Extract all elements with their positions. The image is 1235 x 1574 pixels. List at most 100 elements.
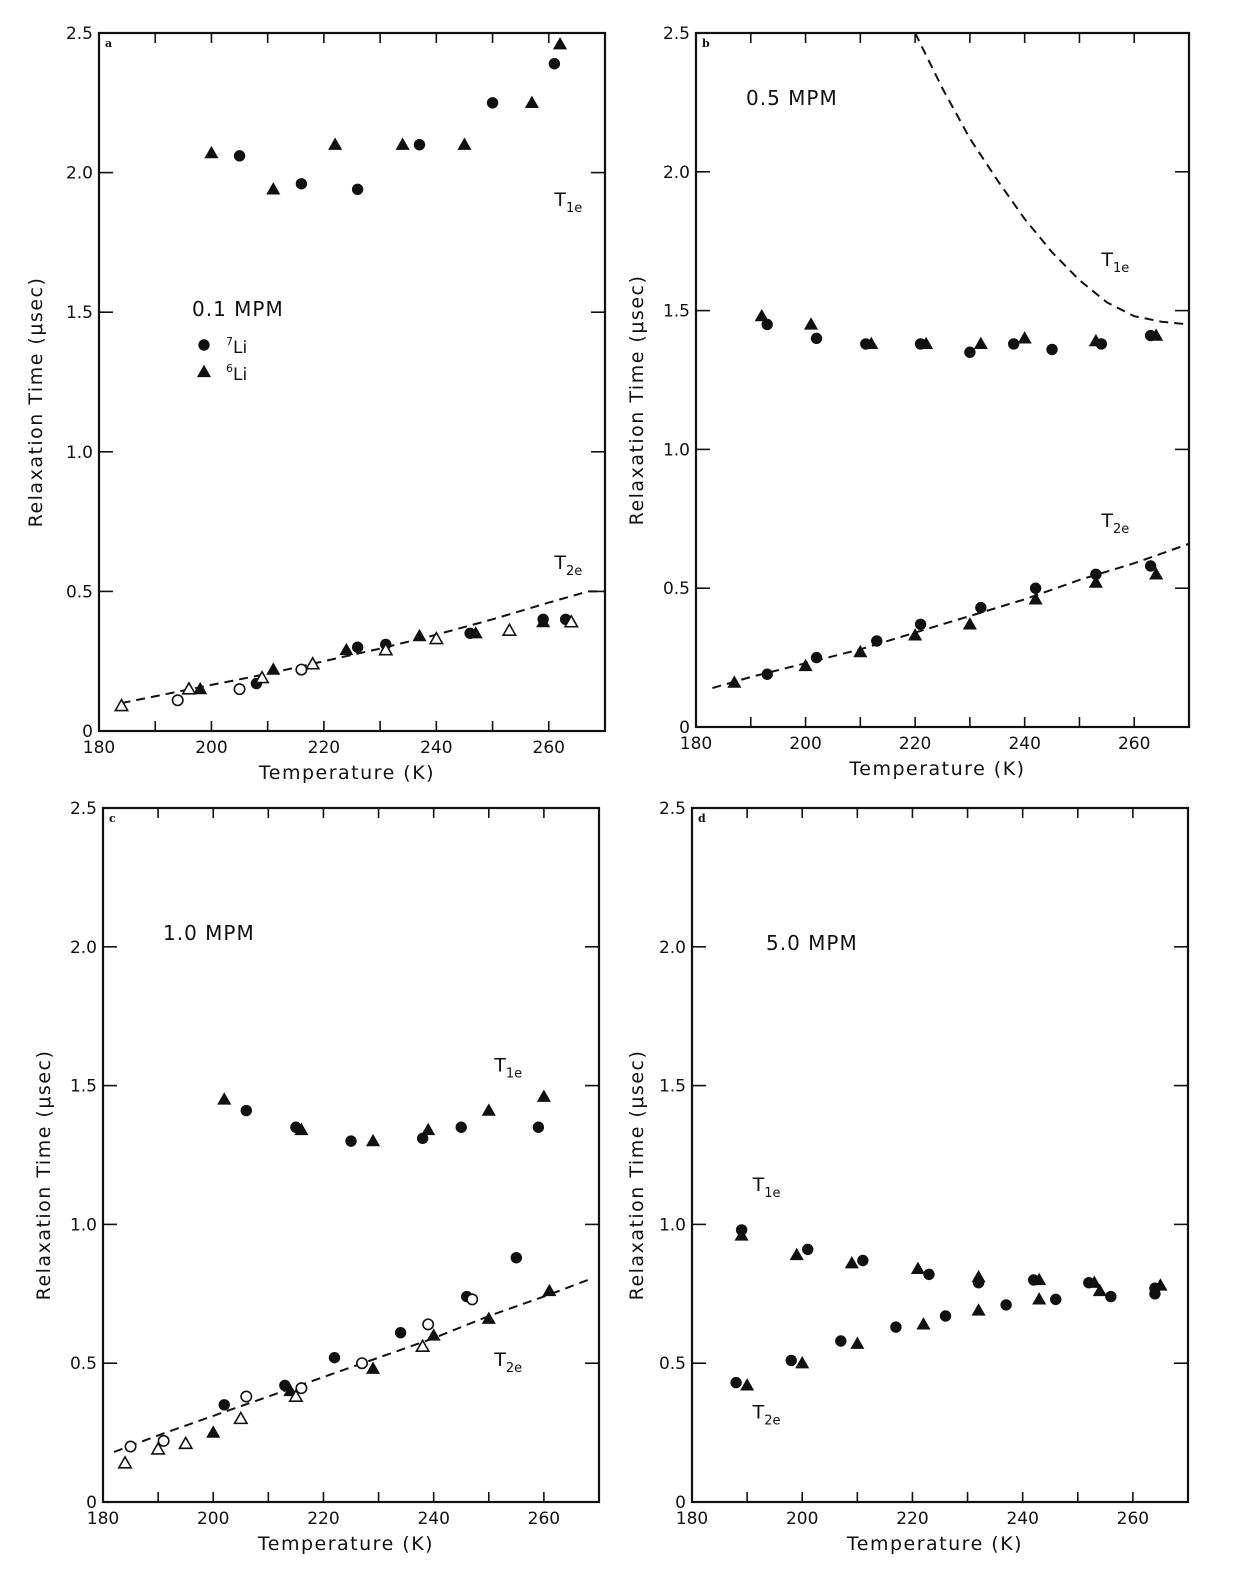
data-point [378,642,394,656]
concentration-label: 1.0 MPM [163,921,255,945]
concentration-label: 0.1 MPM [192,297,284,321]
y-tick-label: 0 [82,722,93,742]
legend-label: 6Li [226,362,247,385]
panel-d: 180 200 220 240 260 0 0.5 1.0 1.5 2.0 2.5 Temperatu… [626,799,1190,1555]
legend-isotope: Li [233,338,247,358]
data-point [481,1311,496,1324]
plot-frame [97,31,607,733]
x-axis-title: Temperature (K) [846,1533,1023,1555]
data-point [240,1390,253,1403]
legend-isotope: Li [233,365,247,385]
data-point [916,1317,931,1330]
data-point [254,670,270,684]
x-tick-label: 260 [1117,1509,1149,1529]
x-tick-label: 200 [786,1509,818,1529]
y-tick-label: 1.5 [70,1077,97,1097]
data-point [1032,1272,1047,1286]
x-tick-label: 260 [533,738,565,758]
curve-label-subscript: 2e [566,564,582,579]
y-tick-label: 0 [675,1493,686,1513]
x-tick-label: 180 [87,1509,119,1529]
data-point [1032,1292,1047,1305]
y-tick-label: 1.0 [663,440,690,460]
data-point [218,1399,230,1411]
x-axis-title: Temperature (K) [257,1533,434,1555]
data-point [542,1283,557,1297]
data-point [536,614,551,628]
y-tick-label: 2.0 [70,938,97,958]
x-tick-label: 200 [197,1509,229,1529]
series-t2e-6li [193,614,551,695]
data-point [468,626,483,639]
data-point [124,1440,137,1453]
data-point [850,1336,865,1349]
data-point [727,675,742,688]
data-point [206,1425,221,1438]
x-tick-label: 260 [528,1509,560,1529]
data-point [510,1252,523,1264]
y-axis-title: Relaxation Time (μsec) [33,1050,55,1301]
data-point [466,1293,479,1306]
x-tick-label: 240 [1006,1509,1038,1529]
x-tick-label: 240 [1008,734,1040,754]
data-point [971,1269,986,1283]
data-point [548,58,561,70]
series-t2e-6li-open- [117,1338,431,1469]
data-point [923,1268,935,1281]
panel-letter: c [109,812,116,825]
data-point [1149,567,1164,580]
curve-label-t1e: T1e [493,1055,522,1082]
plot-frame [690,806,1190,1504]
legend-mass-number: 6 [226,362,233,375]
y-tick-label: 2.5 [70,799,97,819]
x-tick-label: 180 [680,734,712,754]
data-point [217,1092,232,1105]
data-point [113,698,130,712]
data-point [233,683,246,696]
series-t2e-7li [218,1252,523,1411]
data-point [803,317,819,330]
data-point [294,1122,309,1136]
data-point [914,618,927,630]
data-point [1153,1278,1168,1291]
series-t1e-7li [240,1104,545,1147]
legend-circle-icon [198,339,210,351]
data-point [964,346,976,358]
data-point [266,182,281,195]
panel-letter: d [698,812,706,825]
data-point [1092,1283,1107,1297]
data-point [1105,1290,1117,1303]
y-tick-label: 0 [679,718,690,738]
data-point [910,1261,926,1274]
y-tick-label: 1.0 [70,1215,97,1235]
series-t2e-6li [206,1283,557,1438]
y-tick-label: 2.5 [66,24,93,44]
y-axis-title: Relaxation Time (μsec) [25,277,47,528]
data-point [536,1089,551,1102]
data-point [295,178,308,190]
data-point [295,1382,308,1395]
curve-label-t1e: T1e [1100,249,1129,276]
legend-mass-number: 7 [226,335,233,348]
y-axis-title: Relaxation Time (μsec) [626,275,648,526]
data-point [351,183,364,196]
panel-a: 180 200 220 240 260 0 0.5 1.0 1.5 2.0 2.5 Temperatu… [25,24,607,784]
data-point [328,137,343,150]
data-point [857,1254,869,1267]
data-point [1088,333,1103,347]
data-point [421,1122,436,1136]
data-point [365,1361,381,1374]
y-tick-label: 1.5 [66,303,93,323]
x-tick-label: 240 [420,738,452,758]
data-point [524,95,539,108]
data-point [426,1328,441,1341]
plot-frame [694,31,1191,729]
curve-label-t2e: T2e [752,1402,781,1429]
data-point [288,1388,304,1402]
curve-label-t1e: T1e [553,189,582,216]
curve-label-subscript: 2e [506,1361,522,1376]
curve-label-t2e: T2e [1100,510,1129,537]
data-point [871,635,883,647]
data-point [844,1256,859,1269]
